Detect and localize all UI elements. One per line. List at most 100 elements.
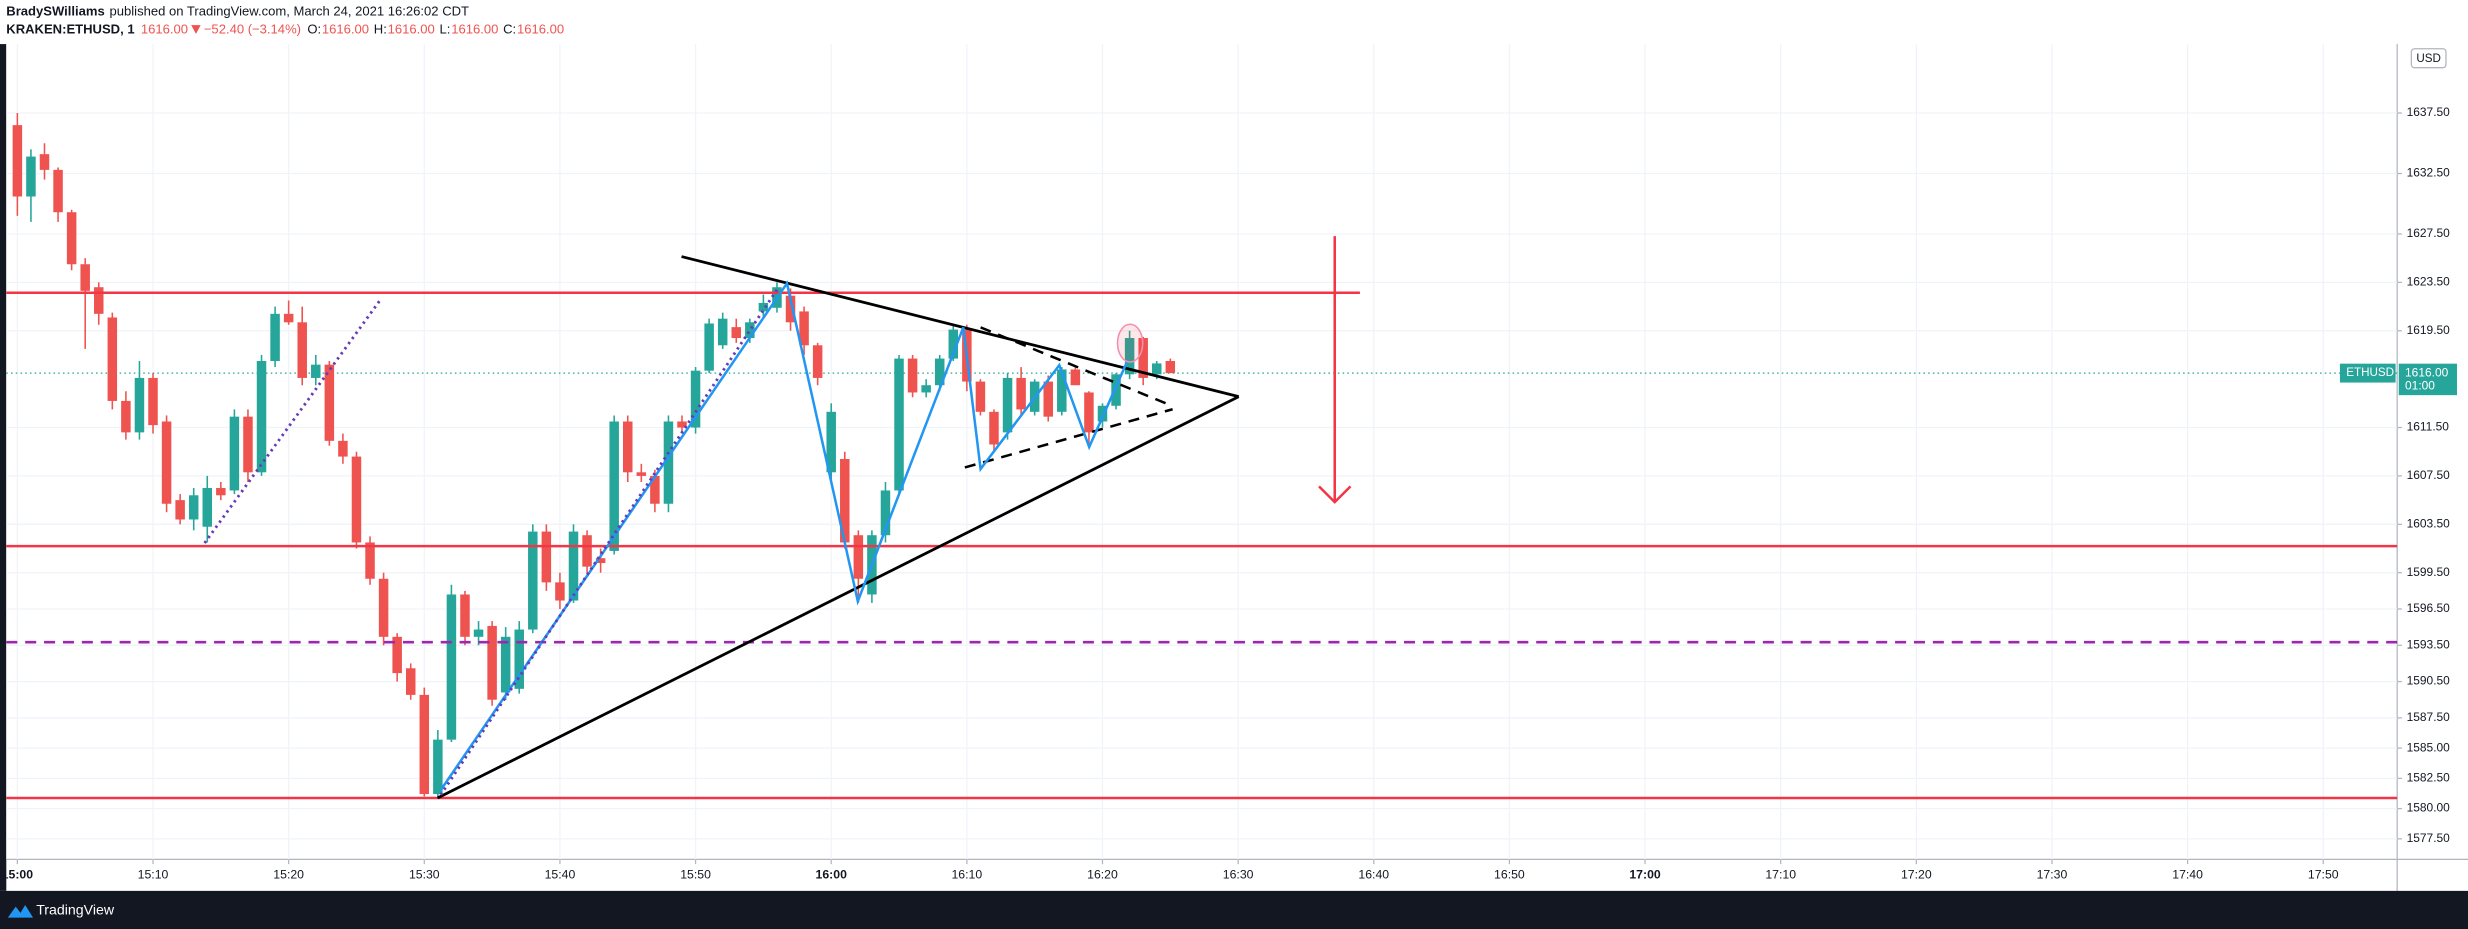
candle-body <box>229 416 240 491</box>
x-tick-label: 17:40 <box>2172 867 2203 881</box>
author: BradySWilliams <box>6 3 104 18</box>
y-tick-label: 1637.50 <box>2407 105 2451 119</box>
candle-body <box>785 295 796 323</box>
candle-body <box>677 421 687 428</box>
candle-body <box>487 625 497 700</box>
candle-body <box>311 364 321 378</box>
candle-body <box>663 421 674 504</box>
candle-body <box>989 411 999 445</box>
currency-box <box>2410 48 2447 69</box>
candle-body <box>216 488 226 496</box>
candle-body <box>283 313 294 323</box>
x-tick-label: 16:00 <box>816 867 848 881</box>
candle-body <box>148 377 158 426</box>
brand-logo <box>7 905 34 918</box>
candle-body <box>826 411 836 473</box>
x-tick-label: 15:30 <box>409 867 440 881</box>
y-tick-label: 1587.50 <box>2407 710 2451 724</box>
candle-body <box>731 327 742 339</box>
candle-body <box>921 385 931 393</box>
dotted-trend <box>439 285 781 796</box>
candle-body <box>1070 369 1081 386</box>
candle-body <box>1097 405 1108 422</box>
last-price-label: 1616.00 <box>2405 365 2449 379</box>
candle-body <box>812 345 823 378</box>
y-tick-label: 1632.50 <box>2407 166 2451 180</box>
candle-body <box>243 416 253 473</box>
x-tick-label: 16:20 <box>1087 867 1118 881</box>
candle-body <box>907 358 918 393</box>
candle-body <box>514 629 524 689</box>
candle-body <box>338 440 348 457</box>
y-tick-label: 1603.50 <box>2407 516 2451 530</box>
candle-body <box>405 668 416 695</box>
candle-body <box>528 531 538 630</box>
candle-body <box>704 323 714 371</box>
header-bar <box>0 0 2468 45</box>
ohlc-value: 1616.00 <box>388 21 435 36</box>
candle-body <box>202 488 213 527</box>
y-tick-label: 1623.50 <box>2407 275 2451 289</box>
candle-body <box>446 594 457 740</box>
candle-body <box>840 458 850 543</box>
zigzag <box>439 280 1129 791</box>
candle-body <box>568 531 579 601</box>
x-tick-label: 15:20 <box>273 867 304 881</box>
candle-body <box>975 381 986 412</box>
candle-body <box>53 169 63 213</box>
y-tick-label: 1593.50 <box>2407 637 2451 651</box>
candle-body <box>690 370 701 428</box>
ohlc-value: 1616.00 <box>322 21 369 36</box>
dashed-trend <box>964 408 1173 469</box>
arrow-head <box>1318 485 1352 504</box>
pane <box>6 44 2398 860</box>
candle-body <box>419 694 430 795</box>
highlight-circle <box>1116 323 1144 363</box>
candle-body <box>460 594 470 637</box>
candle-body <box>609 421 619 551</box>
candle-body <box>365 542 375 579</box>
candle-body <box>948 329 959 359</box>
x-tick-label: 17:50 <box>2308 867 2339 881</box>
candle-body <box>94 287 104 314</box>
candle-body <box>1138 338 1148 378</box>
y-tick-label: 1582.50 <box>2407 771 2451 785</box>
candle-body <box>392 636 402 674</box>
candle-body <box>1151 363 1162 375</box>
last-price: 1616.00 <box>141 21 188 36</box>
x-tick-label: 17:30 <box>2037 867 2068 881</box>
candle-body <box>1124 338 1135 375</box>
candle-body <box>80 264 90 291</box>
candle-body <box>717 318 728 346</box>
y-tick-label: 1577.50 <box>2407 831 2451 845</box>
x-tick-label: 16:50 <box>1494 867 1525 881</box>
candle-body <box>351 456 362 543</box>
candle-body <box>934 358 945 386</box>
last-price-name-box <box>2339 363 2396 383</box>
ohlc-key: C: <box>503 21 516 36</box>
candle-body <box>107 317 118 401</box>
candle-body <box>270 313 280 362</box>
y-tick-label: 1611.50 <box>2407 420 2450 434</box>
change: −52.40 (−3.14%) <box>204 21 301 36</box>
x-tick-label: 16:40 <box>1358 867 1389 881</box>
x-tick-label: 15:10 <box>138 867 169 881</box>
candle-body <box>1016 377 1026 410</box>
candle-body <box>1165 361 1176 374</box>
candle-body <box>799 311 809 346</box>
candle-body <box>1002 377 1013 433</box>
candle-body <box>880 490 891 536</box>
brand: TradingView <box>36 902 115 918</box>
x-tick-label: 15:40 <box>545 867 576 881</box>
y-tick-label: 1627.50 <box>2407 226 2451 240</box>
dashed-trend <box>980 326 1174 408</box>
x-tick-label: 16:30 <box>1223 867 1254 881</box>
candle-body <box>894 358 904 491</box>
candle-body <box>500 636 511 693</box>
footer-bar <box>0 890 2468 929</box>
candle-body <box>1111 374 1121 406</box>
candle-body <box>161 421 172 504</box>
candle-body <box>26 156 36 197</box>
x-tick-label: 17:20 <box>1901 867 1932 881</box>
